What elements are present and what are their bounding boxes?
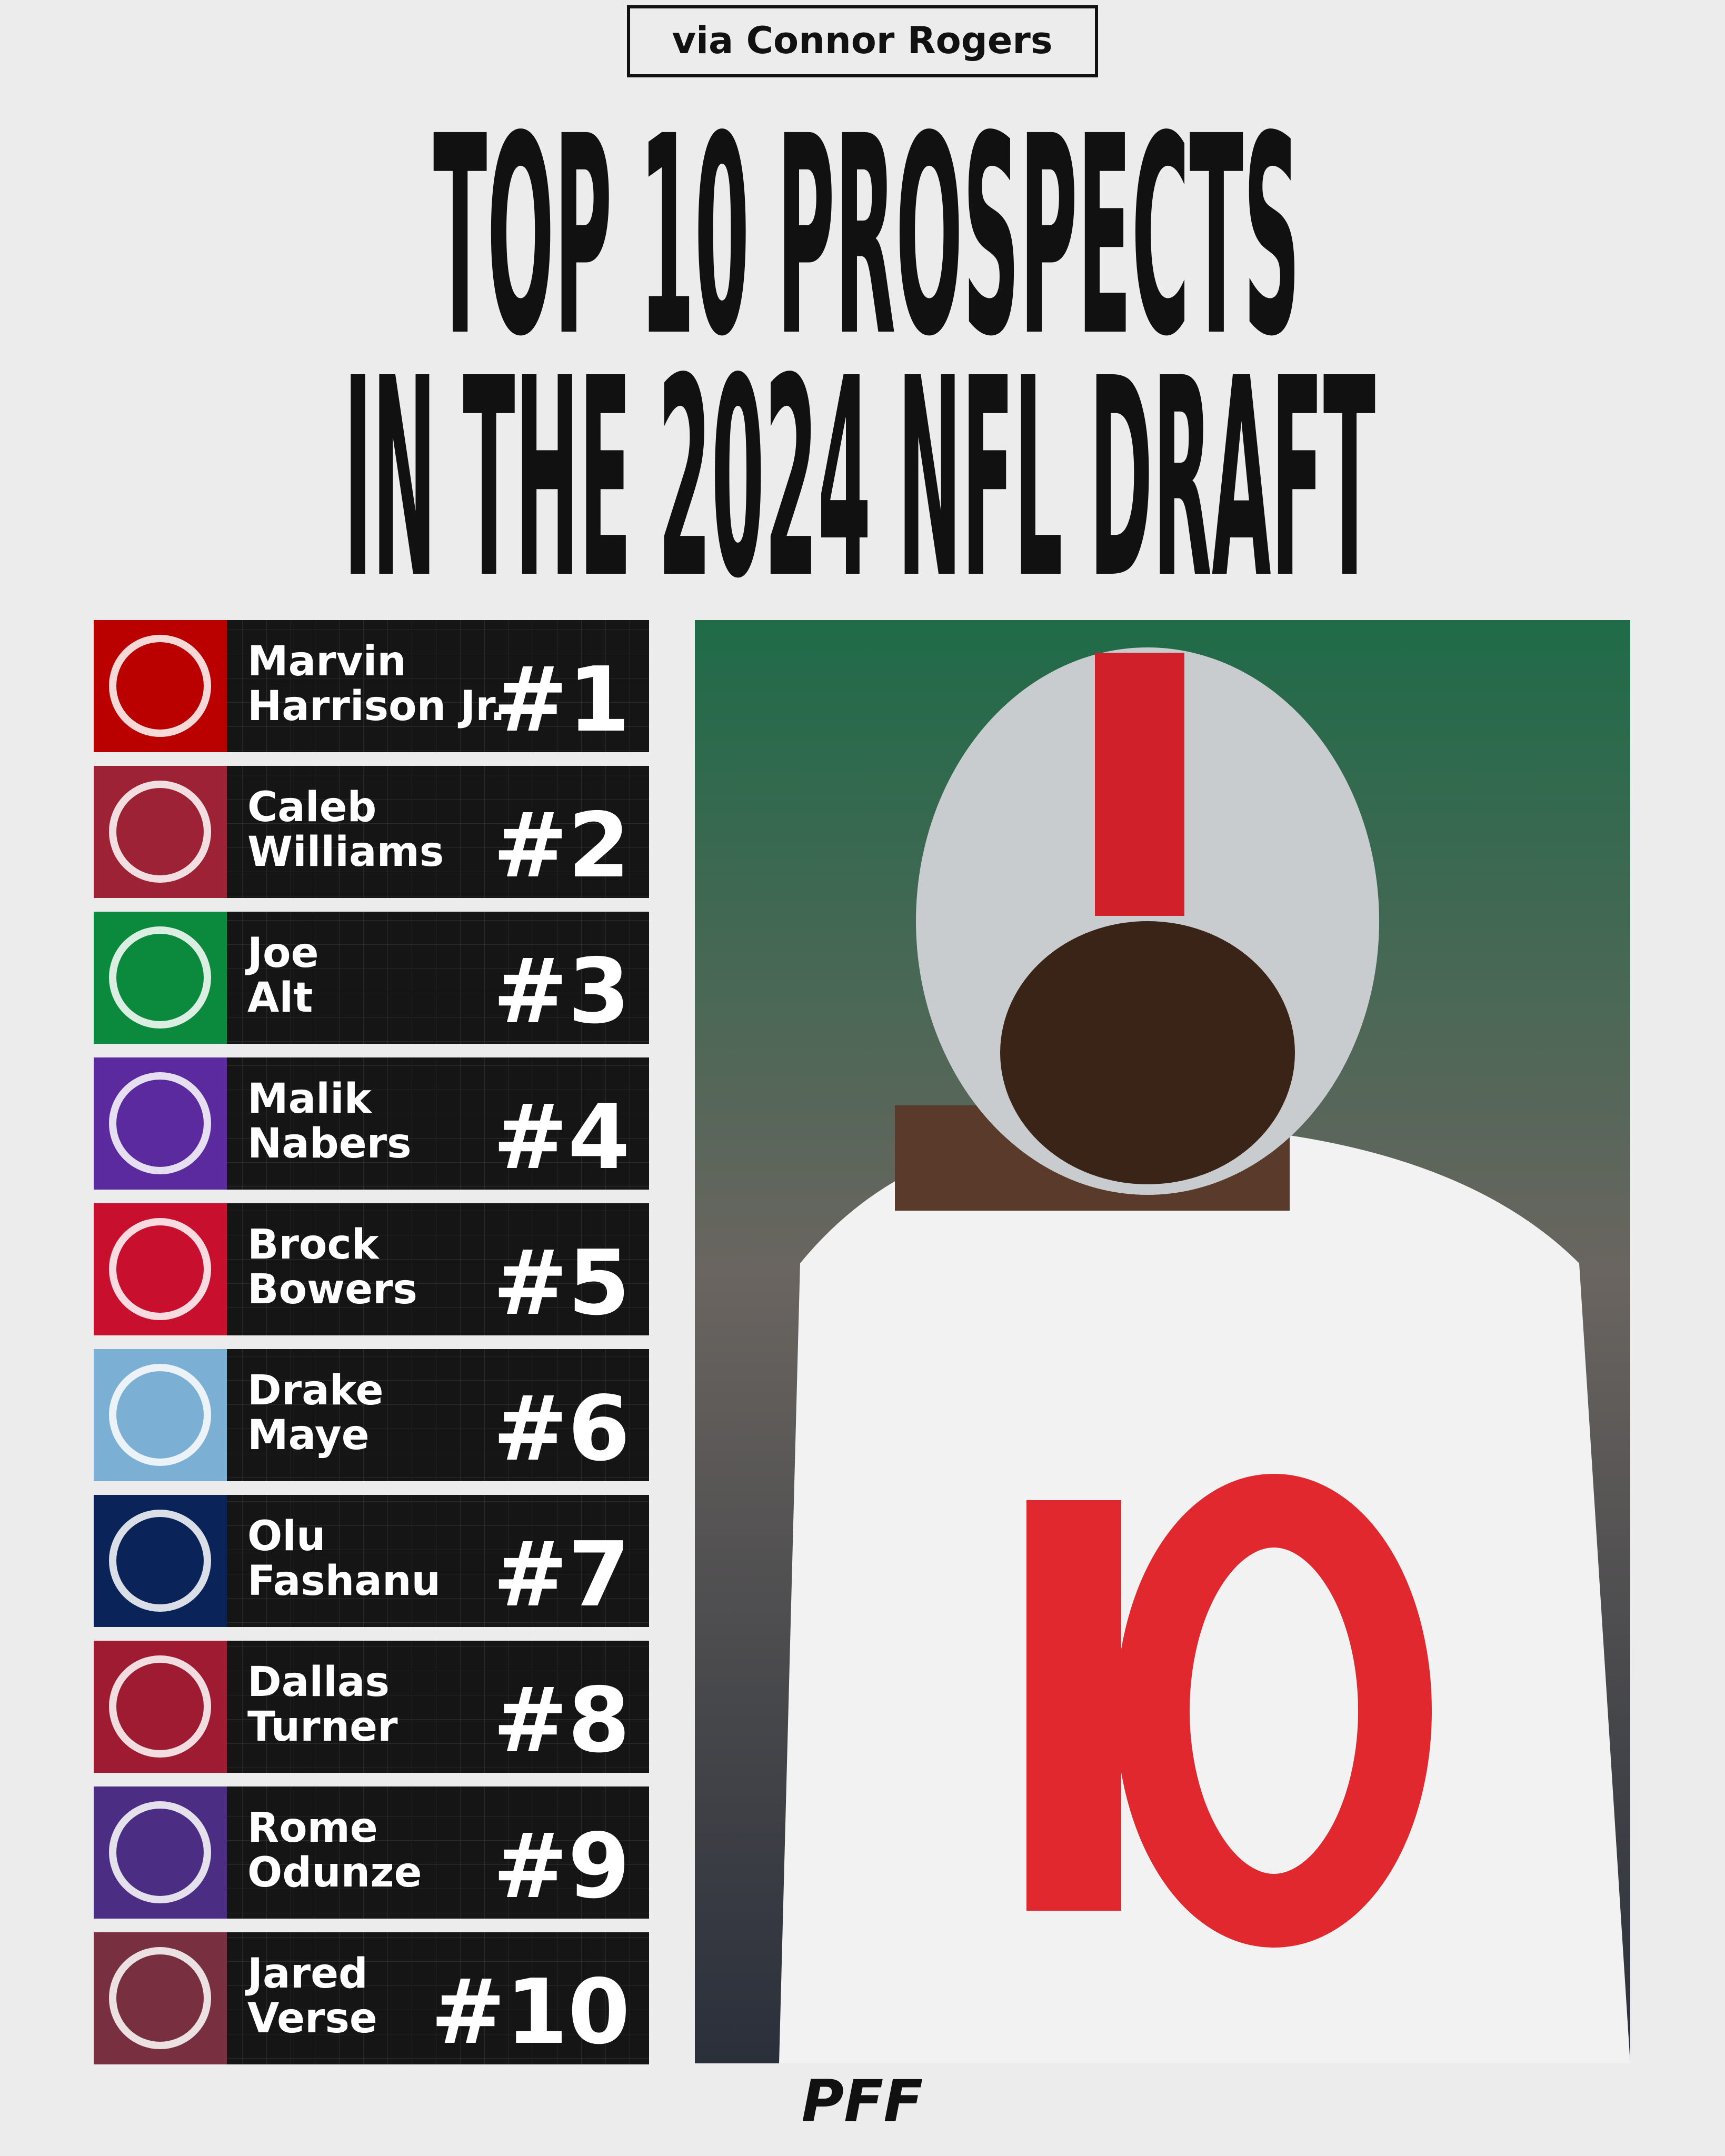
first-name: Malik: [247, 1075, 373, 1123]
team-logo: [109, 1364, 211, 1466]
first-name: Caleb: [247, 784, 376, 831]
brand-logo: PFF: [802, 2068, 923, 2135]
rank: #7: [493, 1523, 630, 1627]
team-logo: [109, 1510, 211, 1612]
first-name: Drake: [247, 1367, 384, 1414]
last-name: Harrison Jr.: [247, 683, 505, 730]
title-line: TOP 10 PROSPECTS: [433, 77, 1300, 396]
first-name: Rome: [247, 1804, 378, 1852]
first-name: Marvin: [247, 638, 406, 685]
team-logo: [109, 1072, 211, 1174]
rank: #5: [493, 1231, 630, 1335]
rank: #8: [493, 1669, 630, 1773]
title-line: IN THE 2024 NFL DRAFT: [344, 320, 1376, 638]
first-name: Brock: [247, 1221, 380, 1269]
last-name: Bowers: [247, 1266, 417, 1313]
jersey-number-shape: [1026, 1500, 1121, 1911]
player-photo: [695, 620, 1630, 2063]
row-grid: [227, 766, 649, 898]
row-grid: [227, 1349, 649, 1481]
first-name: Jared: [245, 1950, 368, 1998]
last-name: Nabers: [247, 1120, 412, 1167]
first-name: Joe: [245, 930, 319, 977]
rank: #2: [493, 794, 630, 898]
row-grid: [227, 1932, 649, 2064]
last-name: Williams: [247, 829, 444, 876]
jersey-number-shape: [1116, 1474, 1432, 1948]
rank: #4: [493, 1085, 630, 1190]
row-grid: [227, 1641, 649, 1773]
team-logo: [109, 926, 211, 1029]
row-grid: [227, 1203, 649, 1335]
first-name: Dallas: [247, 1659, 390, 1706]
team-logo: [109, 1655, 211, 1758]
rank: #3: [493, 940, 630, 1044]
rank: #6: [493, 1377, 630, 1481]
team-logo: [109, 781, 211, 883]
first-name: Olu: [247, 1513, 326, 1560]
row-grid: [227, 1057, 649, 1190]
row-grid: [227, 1786, 649, 1919]
face: [1000, 921, 1295, 1184]
last-name: Maye: [247, 1412, 370, 1459]
row-grid: [227, 912, 649, 1044]
team-logo: [109, 1947, 211, 2049]
rank: #9: [493, 1814, 630, 1919]
last-name: Verse: [247, 1995, 377, 2042]
team-logo: [109, 1218, 211, 1320]
last-name: Odunze: [247, 1849, 422, 1897]
last-name: Fashanu: [247, 1558, 441, 1605]
credit-box: [627, 5, 1098, 77]
rank: #1: [493, 648, 630, 752]
team-logo: [109, 635, 211, 737]
rank: #10: [431, 1960, 630, 2064]
helmet-stripe: [1095, 653, 1184, 916]
last-name: Alt: [247, 974, 313, 1022]
row-grid: [227, 1495, 649, 1627]
credit: via Connor Rogers: [672, 19, 1052, 62]
team-logo: [109, 1801, 211, 1903]
last-name: Turner: [247, 1703, 398, 1751]
row-grid: [227, 620, 649, 752]
